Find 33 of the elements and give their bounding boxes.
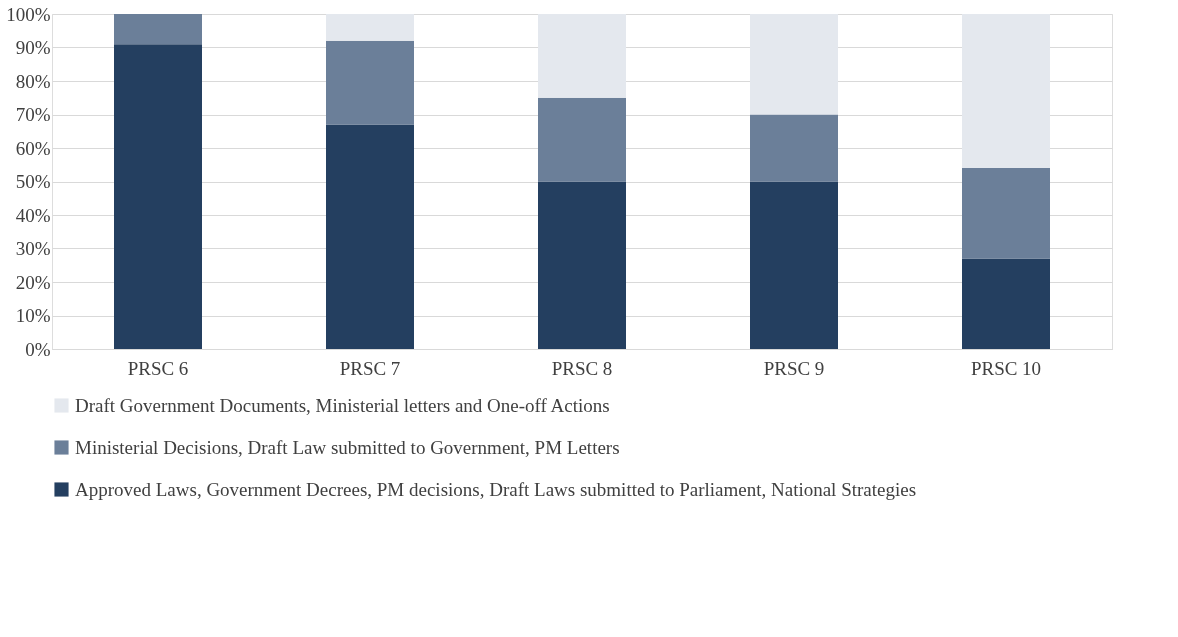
bar <box>962 258 1050 349</box>
legend-label: Ministerial Decisions, Draft Law submitted to Government, PM Letters <box>75 436 620 458</box>
legend-label: Approved Laws, Government Decrees, PM decisions, Draft Laws submitted to Parliament, National Strategies <box>75 478 917 500</box>
legend-label: Draft Government Documents, Ministerial letters and One-off Actions <box>75 394 610 416</box>
y-tick-label: 20% <box>15 271 51 293</box>
y-tick-label: 80% <box>15 70 51 92</box>
bar <box>962 168 1050 259</box>
y-tick-label: 90% <box>15 37 51 58</box>
bar <box>114 14 202 45</box>
y-tick-label: 30% <box>15 238 51 259</box>
y-tick-label: 40% <box>15 204 51 226</box>
bar <box>326 124 414 349</box>
y-tick-label: 60% <box>15 137 51 159</box>
y-tick-label: 100% <box>6 3 51 25</box>
y-tick-label: 70% <box>15 104 51 125</box>
x-tick-label: PRSC 9 <box>763 357 825 379</box>
bar <box>538 14 626 98</box>
y-tick-label: 50% <box>15 171 51 192</box>
y-tick-label: 10% <box>15 305 51 326</box>
bar <box>750 114 838 182</box>
bar <box>326 14 414 41</box>
x-tick-label: PRSC 6 <box>127 357 189 379</box>
bar <box>750 181 838 349</box>
bar <box>538 181 626 349</box>
x-tick-label: PRSC 7 <box>339 357 401 379</box>
y-tick-label: 0% <box>25 338 51 360</box>
x-tick-label: PRSC 10 <box>970 357 1042 379</box>
x-tick-label: PRSC 8 <box>551 357 613 379</box>
bar <box>538 97 626 182</box>
bar <box>114 44 202 349</box>
bar <box>326 40 414 125</box>
bar <box>962 14 1050 169</box>
bar <box>750 14 838 115</box>
